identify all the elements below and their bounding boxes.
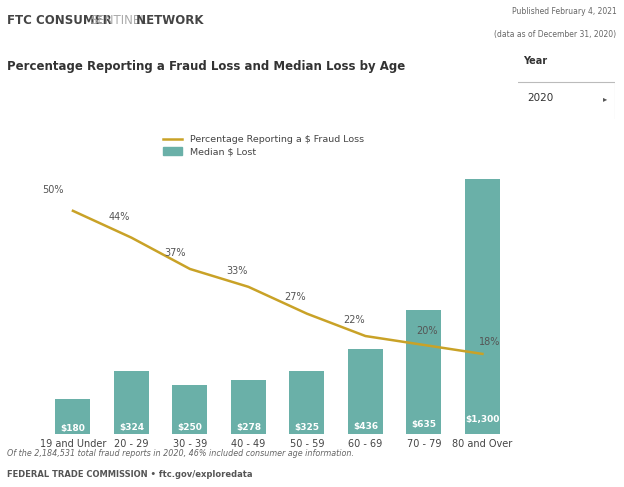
- Text: 2020: 2020: [527, 93, 554, 103]
- Text: SENTINEL: SENTINEL: [90, 14, 147, 27]
- Text: 18%: 18%: [479, 337, 500, 347]
- Text: Percentage Reporting a Fraud Loss and Median Loss by Age: Percentage Reporting a Fraud Loss and Me…: [7, 60, 406, 73]
- Text: $635: $635: [411, 420, 436, 430]
- Bar: [406, 310, 442, 434]
- Bar: [231, 380, 266, 434]
- Bar: [348, 349, 383, 434]
- Text: FTC CONSUMER: FTC CONSUMER: [7, 14, 116, 27]
- Text: $436: $436: [353, 422, 378, 431]
- Text: 44%: 44%: [109, 212, 130, 222]
- Text: ▸: ▸: [603, 94, 607, 103]
- Text: $250: $250: [177, 423, 202, 432]
- Text: Published February 4, 2021: Published February 4, 2021: [512, 7, 617, 16]
- Text: 22%: 22%: [343, 315, 364, 325]
- Text: $278: $278: [236, 423, 261, 432]
- Text: $1,300: $1,300: [466, 415, 500, 424]
- Text: (data as of December 31, 2020): (data as of December 31, 2020): [494, 30, 617, 39]
- Text: Of the 2,184,531 total fraud reports in 2020, 46% included consumer age informat: Of the 2,184,531 total fraud reports in …: [7, 449, 354, 458]
- Bar: [465, 179, 500, 434]
- FancyBboxPatch shape: [516, 82, 615, 120]
- Text: Year: Year: [523, 56, 547, 66]
- Text: $324: $324: [119, 423, 144, 432]
- Text: NETWORK: NETWORK: [132, 14, 204, 27]
- Legend: Percentage Reporting a $ Fraud Loss, Median $ Lost: Percentage Reporting a $ Fraud Loss, Med…: [163, 135, 364, 156]
- Text: $180: $180: [61, 424, 85, 433]
- Bar: [56, 399, 90, 434]
- Text: $325: $325: [295, 423, 319, 432]
- Bar: [290, 371, 324, 434]
- Text: 50%: 50%: [42, 185, 63, 195]
- Bar: [114, 371, 149, 434]
- Text: 33%: 33%: [226, 266, 248, 276]
- Bar: [172, 385, 207, 434]
- Text: 37%: 37%: [165, 248, 186, 258]
- Text: FEDERAL TRADE COMMISSION • ftc.gov/exploredata: FEDERAL TRADE COMMISSION • ftc.gov/explo…: [7, 469, 253, 479]
- Text: 20%: 20%: [416, 326, 437, 336]
- Text: 27%: 27%: [285, 293, 306, 302]
